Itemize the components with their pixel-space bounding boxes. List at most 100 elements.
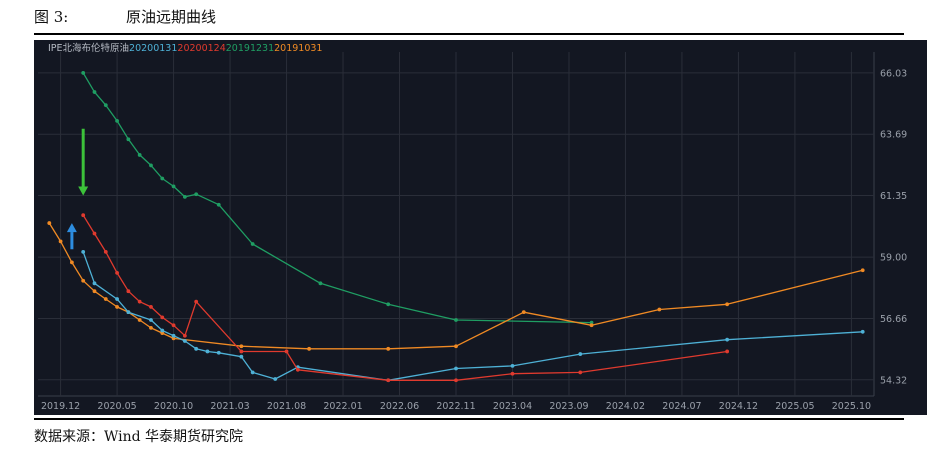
annotations [66, 128, 89, 250]
x-tick-label: 2025.10 [832, 401, 871, 412]
legend-item-20191031: 20191031 [274, 43, 322, 54]
data-point-20191031 [115, 305, 119, 309]
data-point-20191231 [194, 192, 199, 197]
x-tick-label: 2022.06 [380, 401, 419, 412]
x-tick-label: 2022.11 [436, 401, 475, 412]
y-tick-label: 63.69 [880, 130, 907, 141]
y-tick-label: 61.35 [880, 191, 907, 202]
y-tick-label: 59.00 [880, 253, 907, 264]
x-axis: 2019.12 2020.05 2020.10 2021.03 2021.08 2022.… [41, 401, 871, 412]
data-point-20200124 [149, 305, 153, 309]
chart-panel: 2019.12 2020.05 2020.10 2021.03 2021.08 2022.… [34, 40, 927, 415]
data-point-20200124 [182, 333, 187, 338]
series-line-20191231 [82, 72, 592, 324]
top-rule [34, 33, 904, 35]
x-tick-label: 2024.07 [662, 401, 701, 412]
y-axis: 66.03 63.69 61.35 59.00 56.66 54.32 [880, 68, 907, 386]
data-point-20191031 [69, 260, 74, 265]
data-point-20200131 [92, 281, 97, 286]
data-point-20191231 [81, 71, 86, 75]
data-point-20191031 [657, 307, 662, 312]
figure-title: 图 3: 原油远期曲线 [34, 6, 216, 27]
data-point-20191231 [171, 184, 176, 189]
data-point-20191031 [171, 336, 176, 341]
data-point-20191231 [182, 194, 187, 199]
data-point-20191231 [126, 137, 131, 142]
data-point-20200131 [510, 363, 515, 368]
data-point-20200131 [250, 370, 255, 375]
x-tick-label: 2024.12 [719, 401, 758, 412]
data-point-20191231 [216, 202, 221, 207]
data-point-20191031 [92, 289, 97, 294]
data-point-20200124 [103, 249, 108, 254]
data-point-20200131 [216, 350, 221, 355]
x-tick-label: 2023.04 [493, 401, 532, 412]
data-point-20200131 [115, 297, 119, 301]
data-point-20200131 [149, 318, 153, 322]
forward-curve-chart: 2019.12 2020.05 2020.10 2021.03 2021.08 2022.… [38, 42, 907, 412]
data-point-20191231 [454, 318, 458, 322]
y-tick-label: 54.32 [880, 375, 907, 386]
data-point-20200131 [171, 333, 176, 338]
data-point-20200124 [725, 349, 730, 354]
data-point-20191231 [92, 90, 97, 94]
data-point-20191231 [160, 176, 165, 181]
data-point-20200131 [860, 329, 865, 334]
data-point-20200131 [273, 377, 278, 381]
data-point-20191031 [725, 302, 730, 307]
x-tick-label: 2021.08 [267, 401, 306, 412]
data-point-20191031 [149, 325, 153, 330]
figure-caption: 原油远期曲线 [126, 8, 217, 26]
data-point-20191031 [81, 278, 86, 283]
data-point-20200131 [454, 366, 458, 371]
data-point-20200131 [205, 349, 210, 354]
x-tick-label: 2025.05 [775, 401, 814, 412]
data-source: 数据来源：Wind 华泰期货研究院 [34, 429, 244, 445]
data-point-20200131 [194, 346, 199, 351]
data-point-20200124 [171, 323, 176, 328]
data-point-20200131 [126, 310, 131, 315]
x-tick-label: 2020.10 [154, 401, 193, 412]
x-tick-label: 2019.12 [41, 401, 80, 412]
data-point-20200124 [510, 371, 515, 376]
data-point-20200124 [137, 299, 142, 304]
data-point-20200124 [115, 270, 119, 275]
data-point-20200124 [284, 349, 289, 354]
data-point-20200131 [182, 339, 187, 343]
data-point-20200131 [81, 249, 86, 254]
data-point-20200124 [126, 289, 131, 294]
data-point-20191231 [115, 118, 119, 123]
figure-label: 图 3: [34, 8, 69, 26]
data-point-20200131 [578, 352, 583, 356]
x-tick-label: 2024.02 [606, 401, 645, 412]
x-tick-label: 2023.09 [549, 401, 588, 412]
data-point-20191231 [589, 320, 594, 325]
legend-text: IPE北海布伦特原油202001312020012420191231201910… [48, 42, 322, 54]
data-point-20191231 [137, 153, 142, 157]
data-point-20200124 [81, 213, 86, 218]
data-point-20200131 [239, 354, 244, 359]
y-tick-label: 56.66 [880, 314, 907, 325]
data-point-20191231 [318, 281, 323, 286]
legend-item-20200124: 20200124 [177, 43, 225, 54]
data-point-20191031 [454, 344, 458, 349]
data-point-20191031 [47, 221, 52, 225]
data-point-20191031 [103, 297, 108, 301]
data-point-20191231 [149, 163, 153, 168]
data-point-20200131 [725, 337, 730, 342]
data-point-20200124 [454, 378, 458, 383]
data-point-20200124 [194, 299, 199, 304]
x-tick-label: 2020.05 [97, 401, 136, 412]
series-line-20200124 [82, 214, 728, 381]
x-tick-label: 2021.03 [210, 401, 249, 412]
data-point-20191231 [250, 242, 255, 246]
data-point-20191031 [137, 318, 142, 322]
data-point-20200124 [92, 231, 97, 236]
data-point-20191031 [307, 346, 312, 351]
y-tick-label: 66.03 [880, 68, 907, 79]
data-point-20191031 [860, 268, 865, 273]
data-point-20200131 [160, 328, 165, 333]
data-point-20200124 [386, 378, 391, 383]
series-line-20200131 [82, 251, 863, 381]
data-point-20200124 [295, 367, 300, 372]
